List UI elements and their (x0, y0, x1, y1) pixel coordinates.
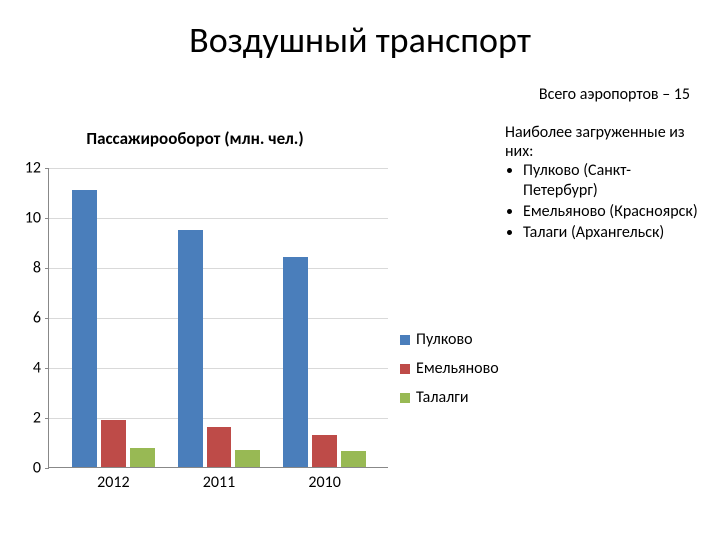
sidebar-text: Наиболее загруженные из них: Пулково (Са… (505, 123, 705, 244)
legend-item: Талалги (400, 388, 499, 407)
bar (312, 435, 337, 468)
gridline (49, 218, 388, 219)
y-axis-tick (45, 418, 49, 419)
sidebar-bullet: Пулково (Санкт-Петербург) (523, 161, 705, 199)
y-axis-tick (45, 168, 49, 169)
bar (130, 448, 155, 467)
legend-label: Емельяново (416, 359, 499, 378)
y-axis-label: 8 (33, 259, 41, 278)
y-axis-label: 6 (33, 309, 41, 328)
bar (101, 420, 126, 468)
legend-label: Талалги (416, 388, 468, 407)
y-axis-tick (45, 318, 49, 319)
page-title: Воздушный транспорт (0, 18, 720, 62)
bar (207, 427, 232, 467)
bar (178, 230, 203, 468)
legend-label: Пулково (416, 330, 473, 349)
gridline (49, 368, 388, 369)
sidebar-bullet: Емельяново (Красноярск) (523, 202, 705, 221)
y-axis-label: 4 (33, 359, 41, 378)
legend-item: Пулково (400, 330, 499, 349)
bar-chart: 024681012201220112010 (48, 168, 388, 468)
legend-swatch (400, 393, 410, 403)
gridline (49, 168, 388, 169)
bar (72, 190, 97, 468)
y-axis-tick (45, 368, 49, 369)
y-axis-label: 0 (33, 459, 41, 478)
y-axis-tick (45, 268, 49, 269)
bar (341, 451, 366, 467)
legend-swatch (400, 335, 410, 345)
y-axis-label: 12 (25, 159, 41, 178)
y-axis-label: 10 (25, 209, 41, 228)
y-axis-tick (45, 218, 49, 219)
y-axis-tick (45, 468, 49, 469)
bar (283, 257, 308, 467)
legend-swatch (400, 364, 410, 374)
airport-count: Всего аэропортов – 15 (539, 85, 690, 104)
x-axis-label: 2010 (308, 473, 340, 492)
bar (235, 450, 260, 468)
y-axis-label: 2 (33, 409, 41, 428)
legend: Пулково Емельяново Талалги (400, 330, 499, 417)
sidebar-heading: Наиболее загруженные из них: (505, 123, 685, 161)
gridline (49, 318, 388, 319)
sidebar-bullet: Талаги (Архангельск) (523, 223, 705, 242)
x-axis-label: 2012 (97, 473, 129, 492)
gridline (49, 268, 388, 269)
legend-item: Емельяново (400, 359, 499, 378)
x-axis-label: 2011 (203, 473, 235, 492)
chart-title: Пассажирооборот (млн. чел.) (30, 128, 360, 149)
gridline (49, 418, 388, 419)
